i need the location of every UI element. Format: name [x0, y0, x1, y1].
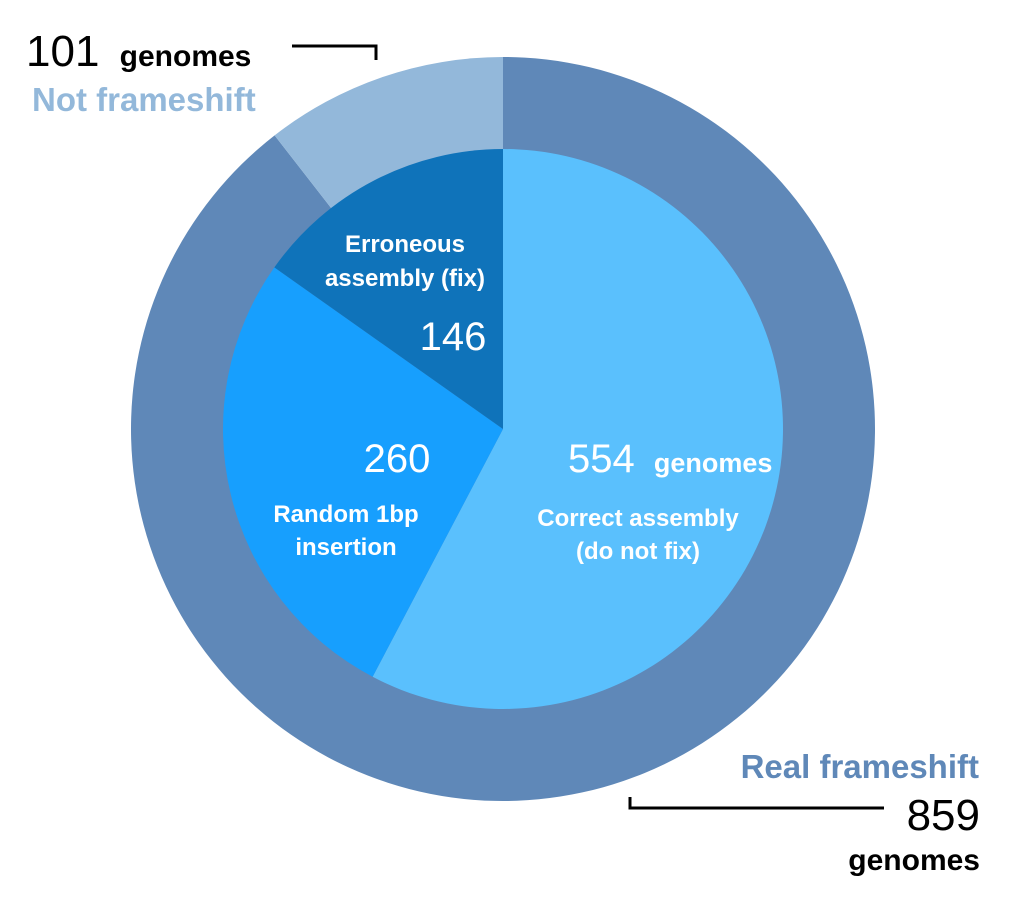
- slice-value-random-insertion: 260: [364, 437, 431, 481]
- outer-unit-real-frameshift: genomes: [848, 844, 980, 877]
- leader-line-not-frameshift: [292, 44, 378, 60]
- outer-unit-not-frameshift: genomes: [120, 40, 252, 73]
- slice-value-erroneous-assembly: 146: [420, 315, 487, 359]
- slice-unit-correct-assembly: genomes: [654, 448, 773, 478]
- inner-slice-correct-assembly-do-not-fix: [372, 149, 783, 709]
- slice-label-random-insertion-line2: insertion: [295, 534, 396, 561]
- inner-slice-random-1bp-insertion: [223, 267, 503, 677]
- outer-value-real-frameshift: 859: [907, 791, 980, 840]
- slice-label-correct-assembly-line2: (do not fix): [576, 538, 700, 565]
- slice-label-random-insertion-line1: Random 1bp: [273, 501, 418, 528]
- slice-label-erroneous-assembly-line1: Erroneous: [345, 231, 465, 258]
- inner-pie: [223, 149, 783, 709]
- slice-label-correct-assembly-line1: Correct assembly: [537, 505, 739, 532]
- leader-line-real-frameshift: [628, 797, 884, 810]
- inner-slice-erroneous-assembly-fix: [274, 149, 503, 429]
- slice-value-correct-assembly: 554 genomes: [568, 437, 772, 481]
- outer-label-real-frameshift: Real frameshift: [741, 748, 979, 785]
- outer-value-not-frameshift: 101 genomes: [26, 27, 251, 76]
- outer-label-not-frameshift: Not frameshift: [32, 81, 256, 118]
- slice-label-erroneous-assembly-line2: assembly (fix): [325, 265, 485, 292]
